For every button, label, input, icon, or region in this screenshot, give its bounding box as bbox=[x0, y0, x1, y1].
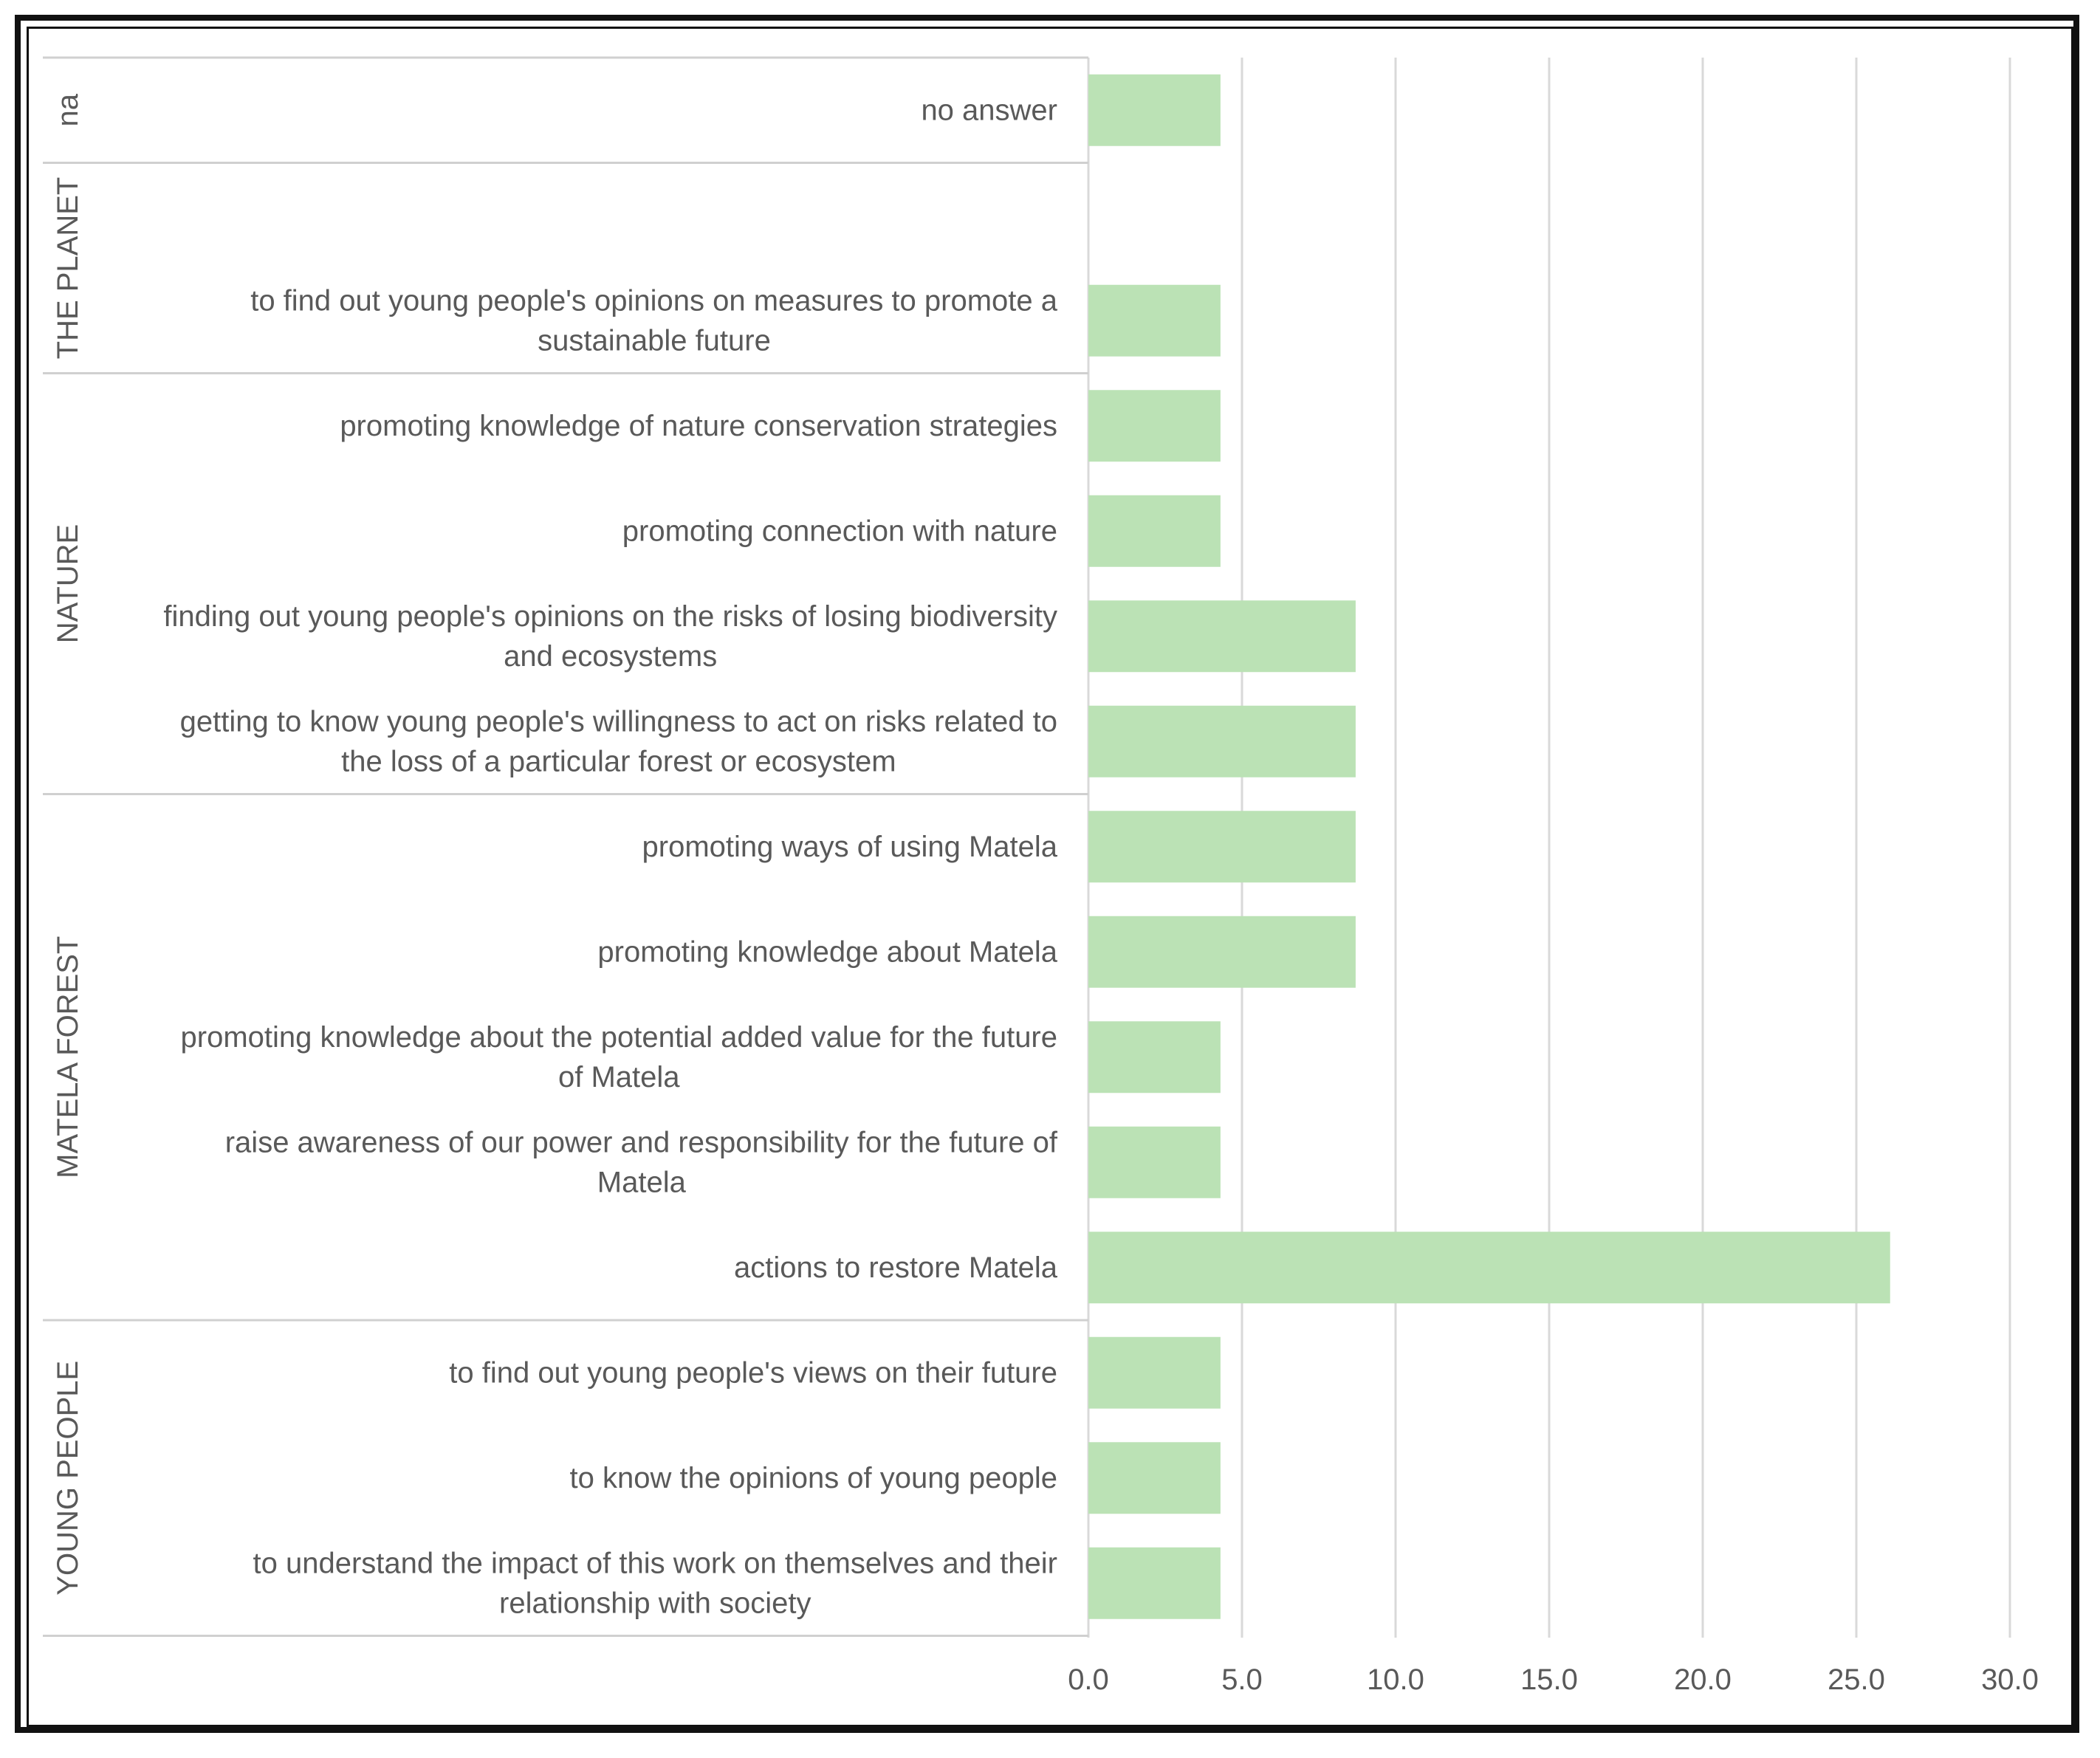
category-label: no answer bbox=[921, 94, 1057, 126]
category-label: Matela bbox=[597, 1166, 687, 1198]
category-label: to understand the impact of this work on… bbox=[253, 1547, 1057, 1579]
inner-frame bbox=[27, 27, 2073, 1727]
category-label: getting to know young people's willingne… bbox=[180, 705, 1057, 738]
outer-frame bbox=[15, 15, 2079, 1733]
category-label: and ecosystems bbox=[504, 640, 717, 673]
x-tick-label: 5.0 bbox=[1221, 1663, 1263, 1696]
category-label: promoting knowledge about the potential … bbox=[181, 1021, 1058, 1054]
bar bbox=[1088, 1547, 1221, 1619]
category-label: promoting connection with nature bbox=[622, 515, 1057, 547]
bar bbox=[1088, 705, 1356, 777]
bar bbox=[1088, 811, 1356, 883]
bar bbox=[1088, 390, 1221, 462]
bar bbox=[1088, 1232, 1890, 1304]
x-tick-label: 25.0 bbox=[1828, 1663, 1885, 1696]
category-label: promoting knowledge of nature conservati… bbox=[340, 410, 1057, 442]
category-label: sustainable future bbox=[538, 324, 771, 357]
category-label: relationship with society bbox=[499, 1587, 811, 1619]
category-label: promoting ways of using Matela bbox=[642, 831, 1058, 863]
group-label: THE PLANET bbox=[52, 177, 84, 360]
x-tick-label: 15.0 bbox=[1520, 1663, 1578, 1696]
category-label: the loss of a particular forest or ecosy… bbox=[341, 745, 896, 777]
category-labels: na no answer THE PLANET to find out young p… bbox=[52, 93, 1058, 1619]
bar bbox=[1088, 1336, 1221, 1409]
x-tick-label: 10.0 bbox=[1367, 1663, 1424, 1696]
group-label: YOUNG PEOPLE bbox=[52, 1361, 84, 1596]
bar bbox=[1088, 916, 1356, 988]
category-label: actions to restore Matela bbox=[734, 1251, 1058, 1284]
category-label: raise awareness of our power and respons… bbox=[225, 1126, 1058, 1158]
bar bbox=[1088, 600, 1356, 673]
bar bbox=[1088, 495, 1221, 567]
category-label: to know the opinions of young people bbox=[570, 1462, 1058, 1494]
bar bbox=[1088, 284, 1221, 357]
category-label: finding out young people's opinions on t… bbox=[163, 600, 1057, 633]
x-axis-ticks: 0.0 5.0 10.0 15.0 20.0 25.0 30.0 bbox=[1068, 1663, 2039, 1696]
group-label: NATURE bbox=[52, 524, 84, 643]
bars bbox=[1088, 74, 1890, 1619]
category-label: to find out young people's opinions on m… bbox=[250, 284, 1058, 317]
category-table bbox=[43, 56, 1088, 1637]
bar bbox=[1088, 1021, 1221, 1093]
category-label: to find out young people's views on thei… bbox=[449, 1356, 1057, 1389]
bar bbox=[1088, 1126, 1221, 1198]
x-tick-label: 20.0 bbox=[1674, 1663, 1732, 1696]
group-label: MATELA FOREST bbox=[52, 936, 84, 1178]
category-label: of Matela bbox=[558, 1061, 680, 1093]
x-tick-label: 30.0 bbox=[1981, 1663, 2039, 1696]
bar bbox=[1088, 1442, 1221, 1514]
group-label: na bbox=[52, 93, 84, 126]
category-label: promoting knowledge about Matela bbox=[597, 935, 1057, 968]
x-tick-label: 0.0 bbox=[1068, 1663, 1109, 1696]
bar bbox=[1088, 74, 1221, 146]
